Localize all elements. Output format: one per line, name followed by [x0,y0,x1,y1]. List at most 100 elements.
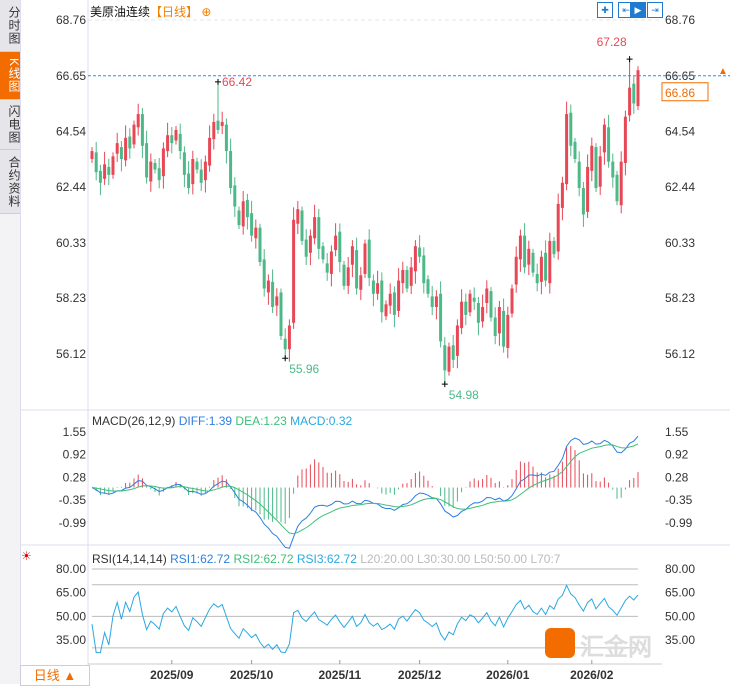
candle [119,147,123,159]
tab-intraday[interactable]: 分时图 [0,0,21,52]
candle [124,137,128,161]
dea-line [91,443,639,535]
scroll-right-icon[interactable]: ⇥ [647,2,663,18]
extreme-label: 67.28 [597,35,627,49]
candle [145,143,149,178]
candle [157,168,161,181]
candle [527,248,531,265]
candle [208,137,212,166]
extreme-marker [282,355,289,362]
candle [577,161,581,189]
candle [191,158,195,185]
diff-line [91,435,639,549]
candle [271,281,275,307]
rsi-y-tick-right: 35.00 [665,633,695,647]
diff-value: DIFF:1.39 [178,414,233,428]
candle [586,166,590,212]
candle [556,203,560,252]
candle [552,240,556,255]
candle [363,243,367,274]
last-price-label: 66.86 [665,86,695,100]
candle [481,306,485,322]
candle [443,345,447,371]
crosshair-icon[interactable]: ✚ [597,2,613,18]
y-tick-label: 66.65 [56,69,86,83]
candle [607,127,611,162]
y-tick-label: 58.23 [56,291,86,305]
candle [258,227,262,263]
candle [544,252,548,281]
candle [296,209,300,224]
candle [619,161,623,206]
candle [325,263,329,273]
candle [388,293,392,306]
candle [170,135,174,144]
candle [174,129,178,141]
period-button[interactable]: 日线 ▲ [20,665,90,686]
period-label[interactable]: 【日线】 [150,5,199,19]
last-price-box [661,82,709,102]
y-tick-label-right: 58.23 [665,291,695,305]
candle [355,250,359,289]
candle [581,188,585,215]
candle [468,293,472,313]
candle [203,161,207,181]
candle [329,251,333,274]
candle [140,114,144,146]
x-tick-label: 2025/10 [230,668,274,682]
candle [220,121,224,126]
candle [397,280,401,311]
candle [187,173,191,189]
candle [489,291,493,318]
settings-icon[interactable]: ☀ [21,549,32,563]
candle [426,279,430,294]
candle [103,164,107,179]
candle [300,210,304,241]
x-tick-label: 2026/02 [570,668,614,682]
macd-y-tick: -0.99 [59,516,87,530]
macd-legend: MACD(26,12,9) DIFF:1.39 DEA:1.23 MACD:0.… [92,414,352,428]
candle [611,161,615,178]
macd-y-tick-right: 1.55 [665,425,689,439]
candle [224,124,228,152]
plus-circle-icon[interactable]: ⊕ [198,5,212,19]
candle [321,246,325,260]
zoom-range-icon[interactable]: ▶ [630,2,646,18]
candle [422,255,426,284]
tab-contract-info[interactable]: 合约资料 [0,150,21,214]
candle [136,114,140,128]
candle [434,296,438,307]
rsi-label: RSI(14,14,14) [92,552,167,566]
candle [439,293,443,342]
macd-y-tick-right: -0.99 [665,516,693,530]
candle [518,235,522,260]
tab-kline[interactable]: K线图 [0,52,21,100]
macd-y-tick: 0.28 [63,471,87,485]
candle [632,83,636,104]
macd-y-tick: 1.55 [63,425,87,439]
candle [455,325,459,356]
candle [304,239,308,257]
y-tick-label: 68.76 [56,13,86,27]
rsi-line [91,584,639,654]
candle [350,246,354,265]
candle [531,252,535,273]
rsi3-value: RSI3:62.72 [296,552,357,566]
candle [166,135,170,152]
dea-value: DEA:1.23 [235,414,287,428]
y-tick-label-right: 68.76 [665,13,695,27]
candle [161,148,165,177]
tab-flash[interactable]: 闪电图 [0,100,21,150]
l30-value: L30:30.00 [416,552,471,566]
rsi-y-tick-right: 50.00 [665,609,695,623]
candle [472,297,476,302]
rsi1-value: RSI1:62.72 [170,552,231,566]
macd-label: MACD(26,12,9) [92,414,176,428]
candle [506,314,510,348]
candle [94,152,98,173]
candle [292,219,296,323]
macd-y-tick: 0.92 [63,448,87,462]
x-tick-label: 2025/11 [318,668,361,682]
candle [413,246,417,272]
